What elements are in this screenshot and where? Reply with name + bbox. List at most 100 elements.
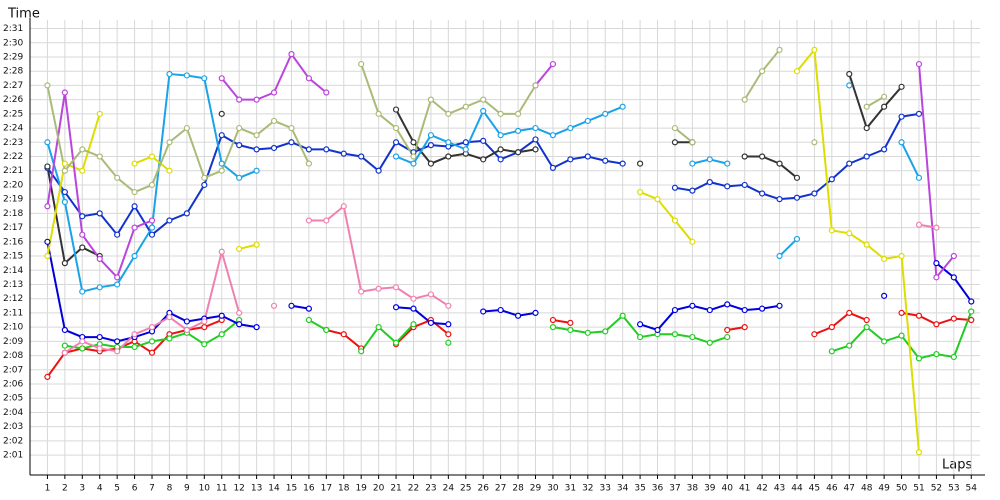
- x-tick-label: 45: [809, 484, 820, 494]
- data-point: [96, 333, 103, 341]
- data-point: [61, 260, 68, 267]
- data-point: [584, 117, 591, 125]
- data-point: [811, 331, 818, 338]
- data-point: [654, 326, 661, 334]
- data-point: [270, 117, 278, 125]
- data-point: [863, 124, 870, 132]
- data-point: [898, 252, 905, 260]
- data-point: [79, 231, 86, 238]
- x-tick-label: 47: [844, 484, 855, 494]
- x-tick-label: 6: [132, 484, 138, 494]
- data-point: [323, 89, 330, 96]
- data-point: [375, 285, 382, 292]
- data-point: [288, 51, 295, 58]
- data-point: [427, 291, 435, 298]
- data-point: [689, 238, 696, 245]
- data-point: [358, 60, 365, 68]
- data-point: [602, 110, 609, 117]
- y-tick-label: 2:30: [3, 38, 23, 48]
- data-point: [166, 139, 173, 146]
- data-point: [793, 194, 801, 201]
- data-point: [96, 153, 103, 160]
- y-tick-label: 2:03: [3, 422, 23, 432]
- y-tick-label: 2:24: [3, 124, 23, 134]
- data-point: [514, 312, 522, 319]
- data-point: [497, 146, 504, 153]
- x-tick-label: 21: [390, 484, 401, 494]
- data-point: [497, 132, 504, 139]
- data-point: [933, 224, 940, 231]
- data-point: [776, 196, 783, 203]
- data-point: [79, 244, 86, 251]
- data-point: [201, 341, 208, 348]
- data-point: [44, 163, 51, 170]
- y-tick-label: 2:05: [3, 394, 23, 404]
- data-point: [636, 321, 644, 328]
- x-tick-label: 19: [355, 484, 367, 494]
- x-tick-label: 31: [565, 484, 576, 494]
- data-point: [549, 316, 557, 324]
- data-point: [759, 190, 766, 197]
- data-point: [671, 331, 679, 338]
- data-point: [445, 139, 452, 146]
- data-point: [148, 181, 156, 189]
- data-point: [253, 241, 260, 248]
- data-point: [61, 342, 68, 349]
- data-point: [201, 75, 208, 82]
- data-point: [218, 331, 225, 338]
- data-point: [759, 305, 766, 312]
- data-point: [236, 124, 243, 132]
- x-tick-label: 15: [286, 484, 297, 494]
- y-tick-label: 2:28: [3, 67, 23, 77]
- y-tick-label: 2:01: [3, 451, 23, 461]
- x-tick-label: 7: [149, 484, 155, 494]
- data-point: [392, 124, 400, 132]
- x-tick-label: 20: [373, 484, 385, 494]
- data-point: [933, 321, 940, 328]
- x-tick-label: 30: [547, 484, 559, 494]
- data-point: [567, 326, 574, 334]
- data-point: [270, 89, 278, 96]
- data-point: [114, 348, 121, 355]
- y-tick-label: 2:29: [3, 52, 23, 62]
- data-point: [898, 332, 905, 339]
- data-point: [811, 190, 818, 197]
- data-point: [549, 60, 557, 68]
- data-point: [201, 174, 208, 181]
- y-tick-label: 2:07: [3, 365, 23, 375]
- data-point: [724, 183, 731, 190]
- data-point: [375, 167, 382, 174]
- data-point: [828, 227, 835, 234]
- x-tick-label: 54: [966, 484, 978, 494]
- data-point: [358, 288, 365, 295]
- data-point: [532, 136, 539, 143]
- data-point: [61, 326, 68, 334]
- data-point: [392, 153, 400, 160]
- x-tick-label: 10: [199, 484, 211, 494]
- data-point: [811, 46, 818, 53]
- data-point: [898, 309, 905, 317]
- data-point: [480, 96, 487, 103]
- data-point: [96, 255, 103, 262]
- data-point: [44, 238, 51, 245]
- data-point: [915, 110, 923, 117]
- data-point: [253, 324, 260, 331]
- y-tick-label: 2:27: [3, 81, 23, 91]
- y-tick-label: 2:10: [3, 323, 23, 333]
- data-point: [323, 326, 330, 334]
- data-point: [741, 181, 748, 189]
- data-point: [236, 142, 243, 149]
- data-point: [933, 274, 940, 281]
- data-point: [218, 132, 225, 139]
- data-point: [689, 302, 696, 309]
- data-point: [619, 160, 626, 167]
- data-point: [567, 319, 574, 326]
- data-point: [898, 113, 905, 120]
- data-point: [79, 288, 86, 295]
- data-point: [950, 252, 957, 260]
- y-tick-label: 2:17: [3, 223, 23, 233]
- data-point: [846, 309, 853, 317]
- data-point: [689, 333, 696, 341]
- data-point: [933, 260, 940, 267]
- data-point: [532, 146, 539, 153]
